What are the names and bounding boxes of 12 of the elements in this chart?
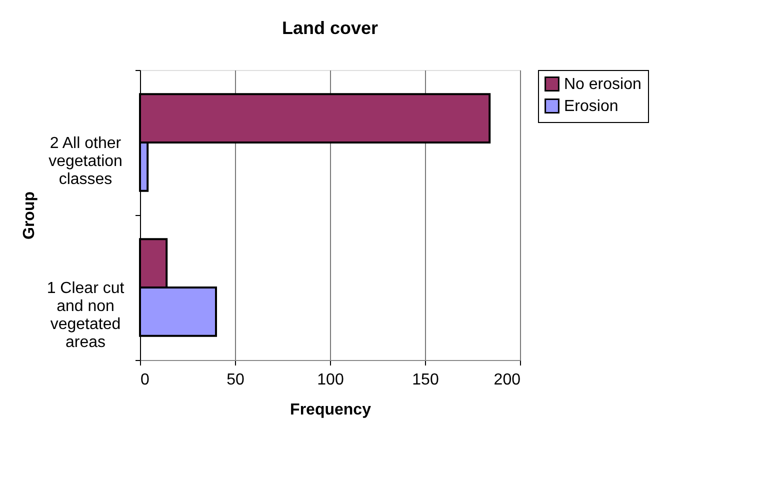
x-axis-title: Frequency <box>290 402 372 418</box>
legend-label: No erosion <box>564 76 642 93</box>
y-tick-label: 2 All other vegetation classes <box>48 135 122 188</box>
x-tick-label: 150 <box>412 372 439 388</box>
y-tick-label: 1 Clear cut and non vegetated areas <box>46 280 125 351</box>
x-tick-label: 50 <box>226 372 244 388</box>
chart-title: Land cover <box>282 18 378 38</box>
y-axis-title: Group <box>20 191 38 240</box>
x-tick-label: 100 <box>317 372 344 388</box>
legend-label: Erosion <box>564 98 618 115</box>
x-tick-label: 200 <box>494 372 521 388</box>
x-tick-label: 0 <box>140 372 150 388</box>
